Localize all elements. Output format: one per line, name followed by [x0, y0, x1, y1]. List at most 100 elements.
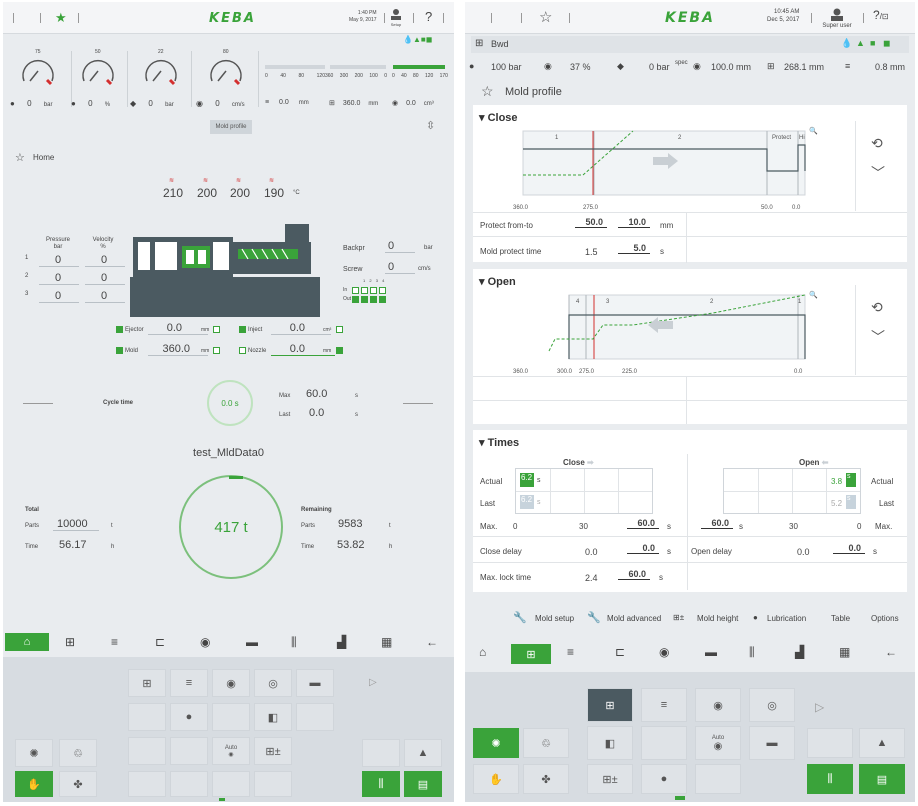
key-screw[interactable]: ◉: [212, 669, 250, 697]
subnav-options[interactable]: Options: [871, 614, 899, 623]
play-icon[interactable]: ▷: [815, 700, 825, 714]
key-empty[interactable]: [128, 771, 166, 797]
nav-back[interactable]: ←: [885, 645, 897, 659]
nav-screw[interactable]: ◉: [200, 635, 211, 649]
key-empty[interactable]: [170, 737, 208, 765]
key-mold-height[interactable]: ⊞±: [587, 764, 633, 794]
velocity-value[interactable]: 0: [85, 290, 125, 303]
nav-production[interactable]: ▟: [795, 645, 805, 659]
max-lock-time-input[interactable]: 60.0: [618, 569, 650, 580]
nav-home[interactable]: ⌂: [5, 633, 49, 651]
nav-table[interactable]: ▦: [839, 645, 851, 659]
backpr-value[interactable]: 0: [385, 240, 415, 253]
key-screw-back[interactable]: ◎: [749, 688, 795, 722]
velocity-value[interactable]: 0: [85, 272, 125, 285]
open-max-input[interactable]: 60.0: [701, 518, 733, 529]
close-max-input[interactable]: 60.0: [627, 518, 659, 529]
mold-profile-button[interactable]: Mold profile: [210, 120, 252, 134]
key-lubrication[interactable]: ●: [641, 764, 687, 794]
favorite-star-icon[interactable]: ☆: [539, 9, 553, 26]
expand-chevron-icon[interactable]: ﹀: [871, 165, 885, 181]
key-semi-auto[interactable]: ♲: [59, 739, 97, 767]
key-inject[interactable]: ≡: [170, 669, 208, 697]
key-empty[interactable]: [254, 771, 292, 797]
nav-temperature[interactable]: ⫼: [749, 645, 755, 659]
pressure-value[interactable]: 0: [39, 254, 79, 267]
key-screen[interactable]: ▤: [404, 771, 442, 797]
help-button[interactable]: ?/⊡: [873, 8, 889, 22]
nav-mold[interactable]: ⊞: [511, 644, 551, 664]
key-mold-height[interactable]: ⊞±: [254, 737, 292, 765]
zoom-icon[interactable]: 🔍: [809, 292, 818, 299]
nav-nozzle[interactable]: ▬: [246, 635, 258, 649]
key-manual[interactable]: ✋: [15, 771, 53, 797]
user-button[interactable]: Super user: [817, 7, 857, 29]
open-delay-input[interactable]: 0.0: [833, 543, 865, 554]
key-door[interactable]: ◧: [587, 726, 633, 760]
key-cycle[interactable]: ✺: [15, 739, 53, 767]
key-mold[interactable]: ⊞: [128, 669, 166, 697]
mold-protect-input[interactable]: 5.0: [618, 243, 650, 254]
home-star-icon[interactable]: ☆: [15, 152, 25, 164]
help-button[interactable]: ?: [425, 9, 433, 24]
key-empty[interactable]: [170, 771, 208, 797]
key-manual[interactable]: ✋: [473, 764, 519, 794]
subnav-mold-setup[interactable]: Mold setup: [535, 614, 575, 623]
nav-ejector[interactable]: ⊏: [615, 645, 626, 659]
favorite-star-icon[interactable]: ★: [55, 10, 67, 25]
protect-from-input[interactable]: 50.0: [575, 217, 607, 228]
key-alarm[interactable]: ▲: [859, 728, 905, 758]
key-empty[interactable]: [695, 764, 741, 794]
key-inject[interactable]: ≡: [641, 688, 687, 722]
expand-chevron-icon[interactable]: ﹀: [871, 329, 885, 345]
open-title[interactable]: ▾ Open: [479, 276, 516, 288]
page-star-icon[interactable]: ☆: [481, 83, 494, 99]
total-parts-value[interactable]: 10000: [53, 518, 99, 531]
pressure-value[interactable]: 0: [39, 272, 79, 285]
key-empty[interactable]: [641, 726, 687, 760]
user-button[interactable]: Setup: [389, 8, 403, 27]
key-empty[interactable]: [212, 703, 250, 731]
key-cycle[interactable]: ✺: [473, 728, 519, 758]
screw-value[interactable]: 0: [385, 261, 415, 274]
nav-nozzle[interactable]: ▬: [705, 645, 717, 659]
subnav-lubrication[interactable]: Lubrication: [767, 614, 807, 623]
nav-home[interactable]: ⌂: [479, 645, 487, 659]
key-setup[interactable]: ✤: [59, 771, 97, 797]
subnav-table[interactable]: Table: [831, 614, 851, 623]
reset-icon[interactable]: ⟲: [871, 299, 883, 315]
key-setup[interactable]: ✤: [523, 764, 569, 794]
nav-back[interactable]: ←: [426, 635, 438, 649]
key-screen[interactable]: ▤: [859, 764, 905, 794]
nav-mold[interactable]: ⊞: [65, 635, 76, 649]
nav-inject[interactable]: ≡: [567, 645, 575, 659]
pressure-value[interactable]: 0: [39, 290, 79, 303]
subnav-mold-height[interactable]: Mold height: [697, 614, 739, 623]
play-icon[interactable]: ▷: [369, 677, 377, 688]
key-screw-back[interactable]: ◎: [254, 669, 292, 697]
key-lubrication[interactable]: ●: [170, 703, 208, 731]
key-heating[interactable]: ⫼: [807, 764, 853, 794]
key-alarm[interactable]: ▲: [404, 739, 442, 767]
close-title[interactable]: ▾ Close: [479, 112, 518, 124]
reset-icon[interactable]: ⟲: [871, 135, 883, 151]
protect-to-input[interactable]: 10.0: [618, 217, 650, 228]
zoom-icon[interactable]: 🔍: [809, 128, 818, 135]
close-delay-input[interactable]: 0.0: [627, 543, 659, 554]
subnav-mold-advanced[interactable]: Mold advanced: [607, 614, 662, 623]
times-title[interactable]: ▾ Times: [479, 437, 520, 449]
key-screw[interactable]: ◉: [695, 688, 741, 722]
velocity-value[interactable]: 0: [85, 254, 125, 267]
nav-temperature[interactable]: ⫼: [291, 635, 297, 649]
nav-screw[interactable]: ◉: [659, 645, 670, 659]
key-empty[interactable]: [212, 771, 250, 797]
key-empty[interactable]: [128, 737, 166, 765]
nav-ejector[interactable]: ⊏: [155, 635, 166, 649]
key-nozzle[interactable]: ▬: [749, 726, 795, 760]
key-mold[interactable]: ⊞: [587, 688, 633, 722]
key-auto-purge[interactable]: Auto ◉: [695, 726, 741, 760]
nav-production[interactable]: ▟: [337, 635, 347, 649]
key-door[interactable]: ◧: [254, 703, 292, 731]
nav-inject[interactable]: ≡: [111, 635, 119, 649]
key-empty[interactable]: [128, 703, 166, 731]
